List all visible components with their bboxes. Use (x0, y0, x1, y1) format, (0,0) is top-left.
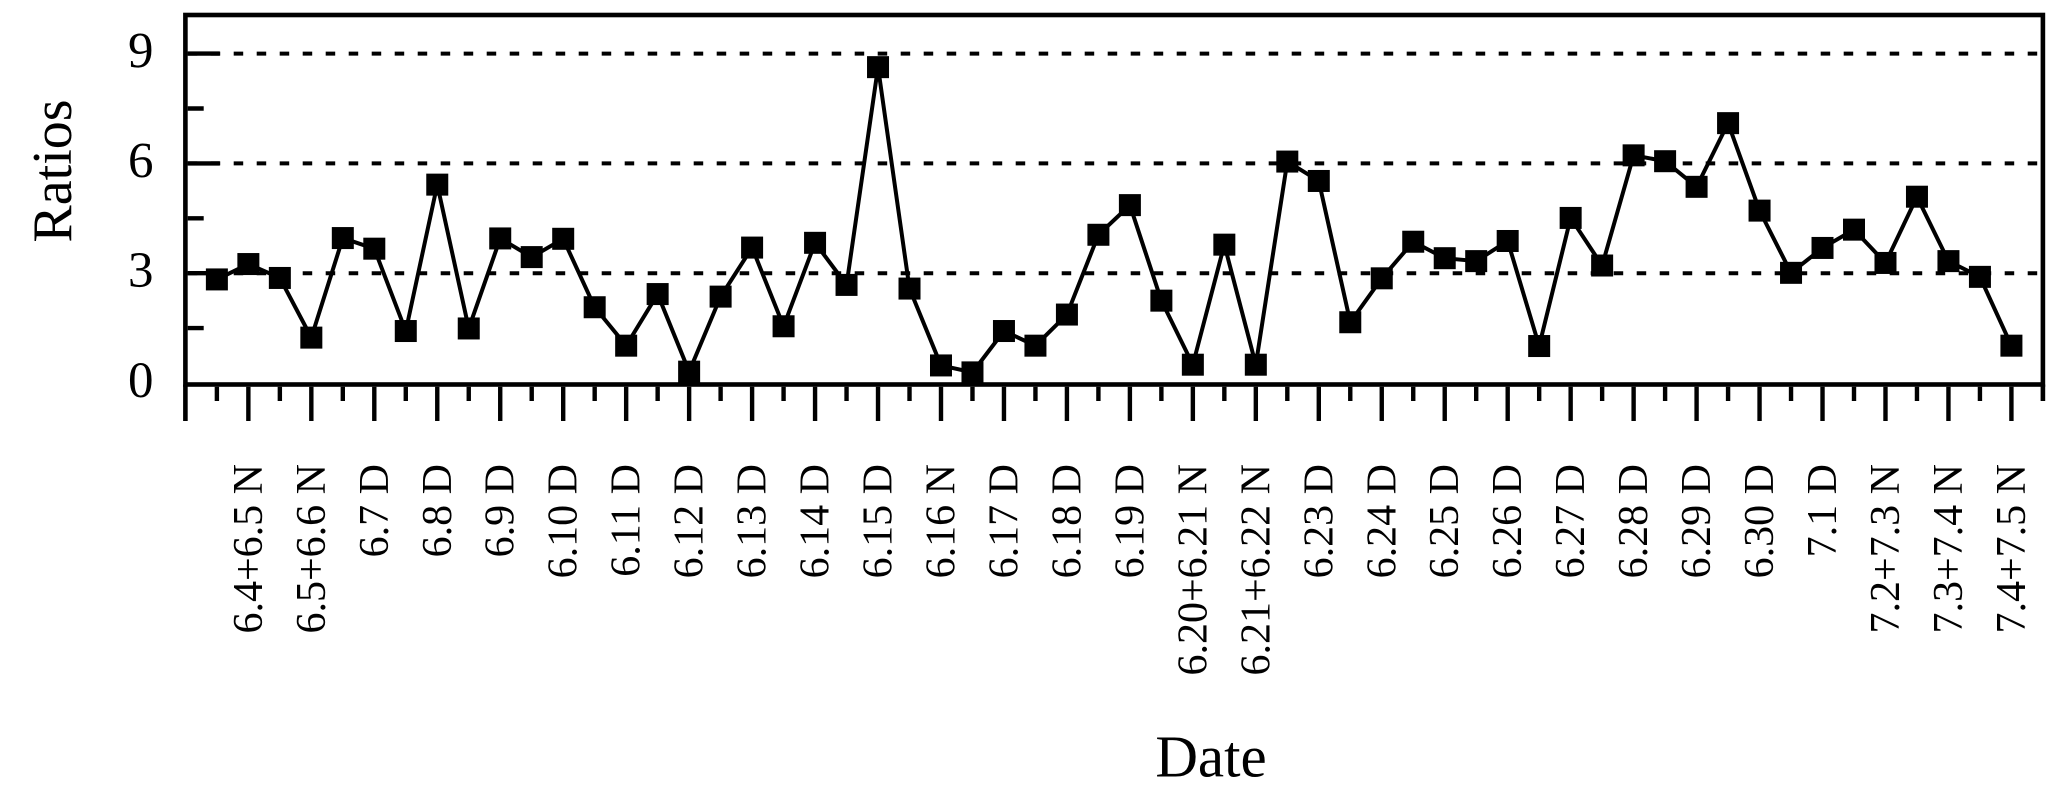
data-point-39 (1402, 230, 1425, 253)
data-point-53 (1843, 218, 1866, 241)
data-point-13 (583, 296, 606, 319)
x-tick-label-7-2-7-3-N: 7.2+7.3 N (1863, 464, 1909, 634)
data-point-5 (331, 227, 354, 250)
x-tick-label-6-24-D: 6.24 D (1359, 464, 1405, 578)
data-point-23 (898, 277, 921, 300)
x-tick-label-6-8-D: 6.8 D (415, 464, 461, 557)
x-tick-label-6-5-6-6-N: 6.5+6.6 N (289, 464, 335, 634)
data-point-37 (1339, 311, 1362, 334)
data-point-49 (1717, 112, 1740, 135)
x-tick-label-6-26-D: 6.26 D (1485, 464, 1531, 578)
data-line (216, 66, 2014, 377)
data-point-42 (1496, 229, 1519, 252)
data-point-20 (804, 231, 827, 254)
data-point-26 (992, 320, 1015, 343)
data-point-22 (867, 56, 890, 79)
data-point-38 (1370, 267, 1393, 290)
data-point-54 (1874, 251, 1897, 274)
data-point-34 (1244, 353, 1267, 376)
data-point-6 (363, 237, 386, 260)
x-tick-label-6-9-D: 6.9 D (478, 464, 524, 557)
data-point-16 (678, 360, 701, 383)
data-point-32 (1181, 353, 1204, 376)
data-point-2 (237, 253, 260, 276)
data-point-27 (1024, 334, 1047, 357)
y-tick-label-3: 3 (128, 243, 154, 299)
x-tick-label-6-4-6-5-N: 6.4+6.5 N (226, 464, 272, 634)
data-point-57 (1968, 265, 1991, 288)
data-point-46 (1622, 144, 1645, 167)
plot-frame (183, 12, 2046, 387)
x-tick-label-6-15-D: 6.15 D (856, 464, 902, 578)
data-point-17 (709, 285, 732, 308)
data-point-55 (1905, 185, 1928, 208)
y-tick-label-6: 6 (128, 133, 154, 189)
x-tick-label-6-19-D: 6.19 D (1107, 464, 1153, 578)
x-tick-label-6-13-D: 6.13 D (730, 464, 776, 578)
data-point-12 (552, 227, 575, 250)
x-tick-label-6-25-D: 6.25 D (1422, 464, 1468, 578)
y-axis-title: Ratios (22, 99, 84, 242)
x-tick-label-6-30-D: 6.30 D (1737, 464, 1783, 578)
data-point-36 (1307, 169, 1330, 192)
data-point-43 (1528, 335, 1551, 358)
data-point-11 (520, 246, 543, 269)
data-point-15 (646, 283, 669, 306)
data-point-30 (1118, 194, 1141, 217)
data-point-3 (268, 266, 291, 289)
data-point-44 (1559, 206, 1582, 229)
x-tick-label-6-27-D: 6.27 D (1548, 464, 1594, 578)
data-point-51 (1780, 261, 1803, 284)
x-tick-label-6-10-D: 6.10 D (541, 464, 587, 578)
x-tick-label-7-3-7-4-N: 7.3+7.4 N (1926, 464, 1972, 634)
data-point-24 (929, 354, 952, 377)
data-point-48 (1685, 175, 1708, 198)
y-tick-label-9: 9 (128, 24, 154, 80)
x-tick-label-6-29-D: 6.29 D (1674, 464, 1720, 578)
data-point-7 (394, 320, 417, 343)
data-point-33 (1213, 233, 1236, 256)
data-point-40 (1433, 247, 1456, 270)
data-point-10 (489, 227, 512, 250)
data-point-19 (772, 315, 795, 338)
x-tick-label-6-12-D: 6.12 D (667, 464, 713, 578)
x-tick-label-6-28-D: 6.28 D (1611, 464, 1657, 578)
x-tick-label-6-18-D: 6.18 D (1044, 464, 1090, 578)
data-point-18 (741, 236, 764, 259)
data-point-9 (457, 317, 480, 340)
data-point-14 (615, 334, 638, 357)
y-tick-label-0: 0 (128, 353, 154, 409)
data-point-56 (1937, 250, 1960, 273)
data-point-8 (426, 173, 449, 196)
x-tick-label-6-7-D: 6.7 D (352, 464, 398, 557)
data-point-4 (300, 326, 323, 349)
x-tick-label-6-23-D: 6.23 D (1296, 464, 1342, 578)
data-point-45 (1591, 254, 1614, 277)
data-point-1 (205, 268, 228, 291)
data-point-31 (1150, 289, 1173, 312)
x-tick-label-6-16-N: 6.16 N (918, 464, 964, 578)
data-point-25 (961, 361, 984, 384)
data-point-47 (1654, 150, 1677, 173)
x-tick-label-6-14-D: 6.14 D (793, 464, 839, 578)
data-point-50 (1748, 199, 1771, 222)
data-point-21 (835, 273, 858, 296)
x-tick-label-7-4-7-5-N: 7.4+7.5 N (1989, 464, 2035, 634)
x-axis-title: Date (1155, 724, 1266, 787)
x-tick-label-6-17-D: 6.17 D (981, 464, 1027, 578)
data-point-58 (2000, 334, 2023, 357)
x-tick-label-6-11-D: 6.11 D (604, 464, 650, 577)
x-tick-label-7-1-D: 7.1 D (1800, 464, 1846, 557)
data-point-29 (1087, 223, 1110, 246)
x-tick-label-6-21-6-22-N: 6.21+6.22 N (1233, 464, 1279, 676)
data-point-41 (1465, 250, 1488, 273)
x-tick-label-6-20-6-21-N: 6.20+6.21 N (1170, 464, 1216, 676)
data-point-52 (1811, 236, 1834, 259)
data-point-35 (1276, 150, 1299, 173)
data-point-28 (1055, 303, 1078, 326)
